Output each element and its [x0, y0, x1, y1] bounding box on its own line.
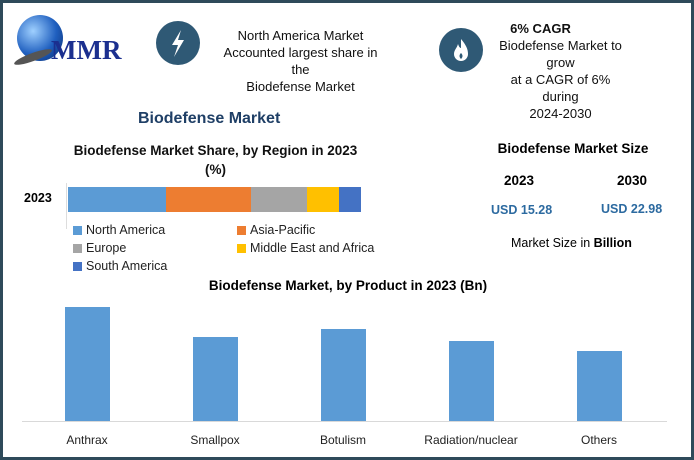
bar-smallpox — [193, 337, 238, 421]
stacked-bar — [68, 187, 361, 212]
chart-subtitle: (%) — [205, 162, 226, 177]
lightning-icon — [156, 21, 200, 65]
legend-swatch — [237, 225, 246, 235]
value-2023: USD 15.28 — [491, 203, 553, 217]
bar-segment-north-america — [68, 187, 167, 212]
bar-radiation-nuclear — [449, 340, 494, 421]
value-2030: USD 22.98 — [601, 202, 663, 216]
legend-item: Middle East and Africa — [237, 241, 374, 255]
legend-swatch — [237, 243, 246, 253]
legend-label: Europe — [86, 241, 127, 255]
info-line: at a CAGR of 6% during — [510, 72, 611, 104]
legend-swatch — [73, 243, 82, 253]
info-cagr: 6% CAGR Biodefense Market to grow at a C… — [493, 20, 628, 122]
note-unit: Billion — [593, 236, 632, 250]
info-line: North America Market — [237, 28, 364, 43]
region-chart-title: Biodefense Market Share, by Region in 20… — [63, 141, 368, 179]
x-tick-label: Anthrax — [66, 433, 108, 447]
bar-segment-middle-east-and-africa — [306, 187, 339, 212]
mmr-logo: MMR — [11, 13, 121, 73]
info-line: Biodefense Market — [246, 79, 355, 94]
x-tick-label: Smallpox — [190, 433, 240, 447]
bar-segment-south-america — [338, 187, 361, 212]
year-2023: 2023 — [504, 173, 535, 188]
legend-label: South America — [86, 259, 168, 273]
cagr-title: 6% CAGR — [510, 21, 571, 36]
legend-swatch — [73, 261, 82, 271]
legend-item: Europe — [73, 241, 126, 255]
x-tick-label: Botulism — [319, 433, 366, 447]
info-north-america: North America Market Accounted largest s… — [213, 27, 388, 95]
logo-text: MMR — [51, 35, 122, 65]
legend-swatch — [73, 225, 82, 235]
flame-icon — [439, 28, 483, 72]
legend-label: Middle East and Africa — [250, 241, 375, 255]
bar-others — [577, 350, 622, 421]
bar-segment-europe — [251, 187, 307, 212]
legend-item: South America — [73, 259, 167, 273]
info-line: Accounted largest share in the — [223, 45, 378, 77]
x-tick-label: Radiation/nuclear — [424, 433, 518, 447]
info-line: 2024-2030 — [529, 106, 592, 121]
bar-botulism — [321, 328, 366, 421]
product-chart-title: Biodefense Market, by Product in 2023 (B… — [208, 278, 488, 293]
bar-anthrax — [65, 307, 110, 421]
market-size-note: Market Size in Billion — [511, 236, 632, 250]
x-axis-line — [22, 421, 667, 422]
legend-item: North America — [73, 223, 165, 237]
note-text: Market Size in — [511, 236, 594, 250]
y-tick-label: 2023 — [24, 191, 52, 205]
year-2030: 2030 — [617, 173, 648, 188]
axis-line — [66, 183, 67, 229]
market-size-title: Biodefense Market Size — [497, 141, 649, 156]
legend-item: Asia-Pacific — [237, 223, 315, 237]
info-line: Biodefense Market to grow — [499, 38, 622, 70]
bar-segment-asia-pacific — [166, 187, 252, 212]
legend-label: North America — [86, 223, 166, 237]
x-tick-label: Others — [580, 433, 617, 447]
chart-title: Biodefense Market Share, by Region in 20… — [73, 143, 358, 158]
legend-label: Asia-Pacific — [250, 223, 316, 237]
section-title: Biodefense Market — [138, 110, 281, 127]
